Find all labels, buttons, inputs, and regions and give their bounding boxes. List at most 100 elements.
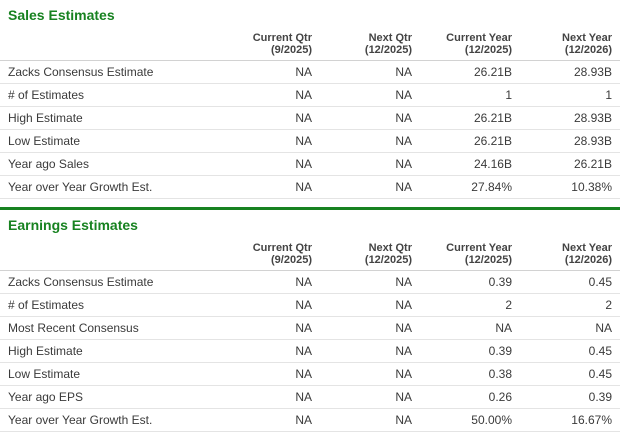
cell-value: NA <box>312 270 412 294</box>
cell-value: NA <box>312 152 412 176</box>
sales-estimates-section: Sales Estimates Current Qtr (9/2025) Next … <box>0 0 620 199</box>
cell-value: NA <box>212 339 312 363</box>
cell-value: NA <box>212 83 312 107</box>
cell-value: NA <box>312 408 412 432</box>
column-header-label: Next Qtr <box>368 242 412 254</box>
cell-value: 27.84% <box>412 175 512 199</box>
row-label: Year ago EPS <box>0 385 212 409</box>
row-label: Low Estimate <box>0 129 212 153</box>
column-header-label: Current Qtr <box>252 32 312 44</box>
column-header-period: (12/2026) <box>564 44 612 56</box>
column-header-period: (12/2025) <box>464 254 512 266</box>
earnings-estimates-section: Earnings Estimates Current Qtr (9/2025) Ne… <box>0 210 620 432</box>
column-header-period: (12/2025) <box>364 44 412 56</box>
column-header-period: (12/2025) <box>464 44 512 56</box>
cell-value: 26.21B <box>412 60 512 84</box>
table-row: High Estimate NA NA 0.39 0.45 <box>0 339 620 363</box>
cell-value: NA <box>212 316 312 340</box>
column-header: Current Year (12/2025) <box>412 240 512 271</box>
table-row: # of Estimates NA NA 1 1 <box>0 83 620 107</box>
cell-value: 0.39 <box>412 339 512 363</box>
row-label: Zacks Consensus Estimate <box>0 270 212 294</box>
cell-value: NA <box>512 316 620 340</box>
row-label: Year ago Sales <box>0 152 212 176</box>
cell-value: NA <box>312 129 412 153</box>
cell-value: 50.00% <box>412 408 512 432</box>
cell-value: NA <box>312 385 412 409</box>
cell-value: NA <box>312 175 412 199</box>
cell-value: 0.38 <box>412 362 512 386</box>
row-label: # of Estimates <box>0 83 212 107</box>
cell-value: 2 <box>512 293 620 317</box>
column-header: Current Year (12/2025) <box>412 30 512 61</box>
cell-value: 28.93B <box>512 60 620 84</box>
cell-value: 28.93B <box>512 129 620 153</box>
row-label: Most Recent Consensus <box>0 316 212 340</box>
cell-value: 0.39 <box>512 385 620 409</box>
cell-value: NA <box>312 316 412 340</box>
table-row: Low Estimate NA NA 0.38 0.45 <box>0 362 620 386</box>
row-label: Zacks Consensus Estimate <box>0 60 212 84</box>
table-row: Zacks Consensus Estimate NA NA 26.21B 28.93B <box>0 60 620 84</box>
cell-value: 28.93B <box>512 106 620 130</box>
cell-value: NA <box>312 60 412 84</box>
table-row: Year ago EPS NA NA 0.26 0.39 <box>0 385 620 409</box>
cell-value: 0.45 <box>512 339 620 363</box>
sales-header-row: Current Qtr (9/2025) Next Qtr (12/2025) Curr… <box>0 30 620 61</box>
row-label: Year over Year Growth Est. <box>0 175 212 199</box>
column-header-label: Current Year <box>446 32 512 44</box>
cell-value: 0.45 <box>512 362 620 386</box>
cell-value: 0.39 <box>412 270 512 294</box>
cell-value: 26.21B <box>512 152 620 176</box>
cell-value: 2 <box>412 293 512 317</box>
column-header-period: (9/2025) <box>271 44 312 56</box>
cell-value: NA <box>212 362 312 386</box>
cell-value: NA <box>312 339 412 363</box>
cell-value: 0.26 <box>412 385 512 409</box>
cell-value: 0.45 <box>512 270 620 294</box>
column-header-period: (12/2025) <box>364 254 412 266</box>
cell-value: NA <box>212 385 312 409</box>
cell-value: NA <box>212 293 312 317</box>
column-header-empty <box>0 30 212 61</box>
cell-value: NA <box>212 175 312 199</box>
column-header-label: Next Year <box>562 242 612 254</box>
cell-value: NA <box>212 60 312 84</box>
cell-value: NA <box>212 106 312 130</box>
column-header-period: (9/2025) <box>271 254 312 266</box>
section-divider <box>0 207 620 210</box>
cell-value: NA <box>212 152 312 176</box>
earnings-header-row: Current Qtr (9/2025) Next Qtr (12/2025) Curr… <box>0 240 620 271</box>
cell-value: NA <box>212 270 312 294</box>
row-label: High Estimate <box>0 106 212 130</box>
row-label: # of Estimates <box>0 293 212 317</box>
cell-value: NA <box>212 408 312 432</box>
column-header: Current Qtr (9/2025) <box>212 240 312 271</box>
table-row: Year ago Sales NA NA 24.16B 26.21B <box>0 152 620 176</box>
row-label: Year over Year Growth Est. <box>0 408 212 432</box>
sales-estimates-table: Current Qtr (9/2025) Next Qtr (12/2025) Curr… <box>0 30 620 199</box>
cell-value: 1 <box>412 83 512 107</box>
row-label: High Estimate <box>0 339 212 363</box>
sales-section-title: Sales Estimates <box>8 7 115 23</box>
column-header-label: Next Qtr <box>368 32 412 44</box>
table-row: # of Estimates NA NA 2 2 <box>0 293 620 317</box>
column-header-label: Current Year <box>446 242 512 254</box>
cell-value: 24.16B <box>412 152 512 176</box>
cell-value: NA <box>312 362 412 386</box>
column-header: Next Year (12/2026) <box>512 240 620 271</box>
column-header: Current Qtr (9/2025) <box>212 30 312 61</box>
table-row: Year over Year Growth Est. NA NA 27.84% 10.3… <box>0 175 620 199</box>
column-header: Next Qtr (12/2025) <box>312 30 412 61</box>
cell-value: 10.38% <box>512 175 620 199</box>
table-row: Low Estimate NA NA 26.21B 28.93B <box>0 129 620 153</box>
column-header-period: (12/2026) <box>564 254 612 266</box>
cell-value: NA <box>212 129 312 153</box>
earnings-section-title: Earnings Estimates <box>8 217 138 233</box>
cell-value: NA <box>312 106 412 130</box>
column-header-label: Current Qtr <box>252 242 312 254</box>
table-row: Zacks Consensus Estimate NA NA 0.39 0.45 <box>0 270 620 294</box>
cell-value: NA <box>412 316 512 340</box>
cell-value: NA <box>312 83 412 107</box>
earnings-estimates-table: Current Qtr (9/2025) Next Qtr (12/2025) Curr… <box>0 240 620 432</box>
